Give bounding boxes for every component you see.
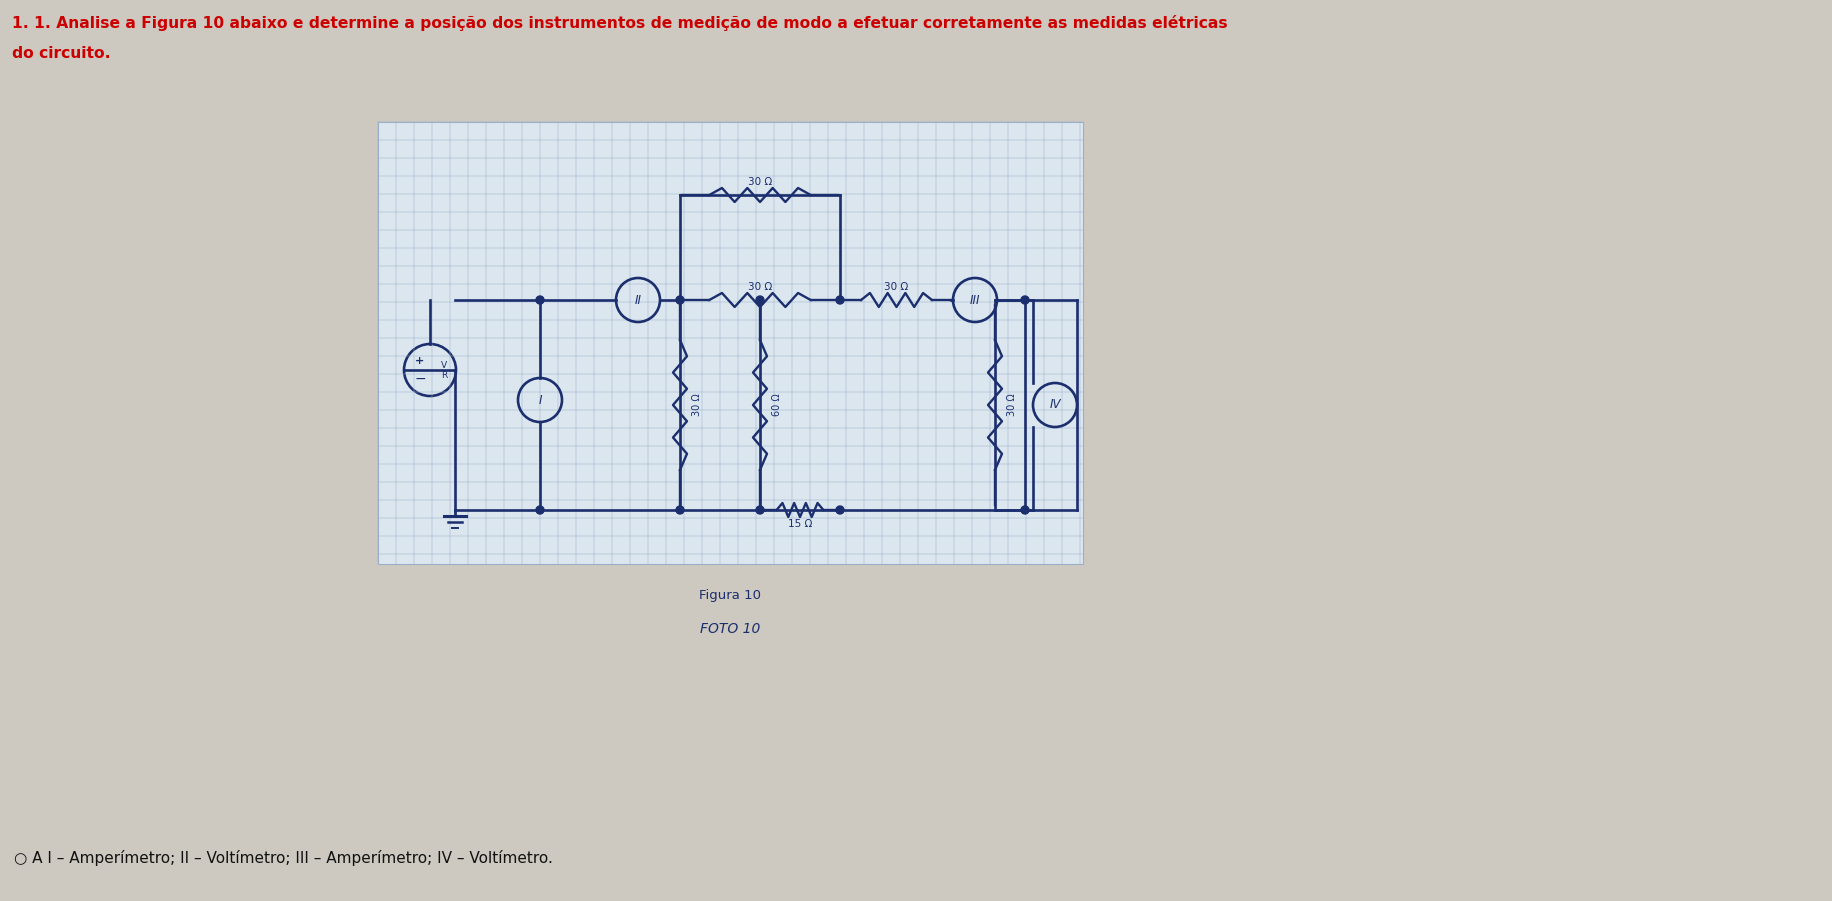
- Text: −: −: [414, 372, 425, 386]
- Circle shape: [1020, 506, 1028, 514]
- Text: IV: IV: [1048, 398, 1061, 412]
- Text: 60 Ω: 60 Ω: [771, 394, 782, 416]
- Text: II: II: [634, 294, 641, 306]
- Circle shape: [676, 296, 683, 304]
- Text: 30 Ω: 30 Ω: [883, 282, 909, 292]
- Circle shape: [535, 506, 544, 514]
- Text: 30 Ω: 30 Ω: [747, 177, 771, 187]
- Text: ○ A I – Amperímetro; II – Voltímetro; III – Amperímetro; IV – Voltímetro.: ○ A I – Amperímetro; II – Voltímetro; II…: [15, 850, 553, 866]
- Text: Figura 10: Figura 10: [700, 589, 760, 602]
- FancyBboxPatch shape: [377, 122, 1083, 564]
- Text: 15 Ω: 15 Ω: [788, 519, 812, 529]
- Text: 30 Ω: 30 Ω: [1006, 394, 1017, 416]
- Text: do circuito.: do circuito.: [13, 46, 110, 61]
- Circle shape: [676, 506, 683, 514]
- Text: I: I: [539, 394, 542, 406]
- Circle shape: [755, 296, 764, 304]
- Text: R: R: [442, 370, 447, 379]
- Text: 1. 1. Analise a Figura 10 abaixo e determine a posição dos instrumentos de mediç: 1. 1. Analise a Figura 10 abaixo e deter…: [13, 15, 1227, 31]
- Text: FOTO 10: FOTO 10: [700, 622, 760, 636]
- Circle shape: [535, 296, 544, 304]
- Text: V: V: [442, 360, 447, 369]
- Text: III: III: [969, 294, 980, 306]
- Text: 30 Ω: 30 Ω: [692, 394, 702, 416]
- Circle shape: [835, 506, 843, 514]
- Circle shape: [1020, 296, 1028, 304]
- Circle shape: [835, 296, 843, 304]
- Circle shape: [755, 506, 764, 514]
- Text: +: +: [416, 356, 425, 366]
- Text: 30 Ω: 30 Ω: [747, 282, 771, 292]
